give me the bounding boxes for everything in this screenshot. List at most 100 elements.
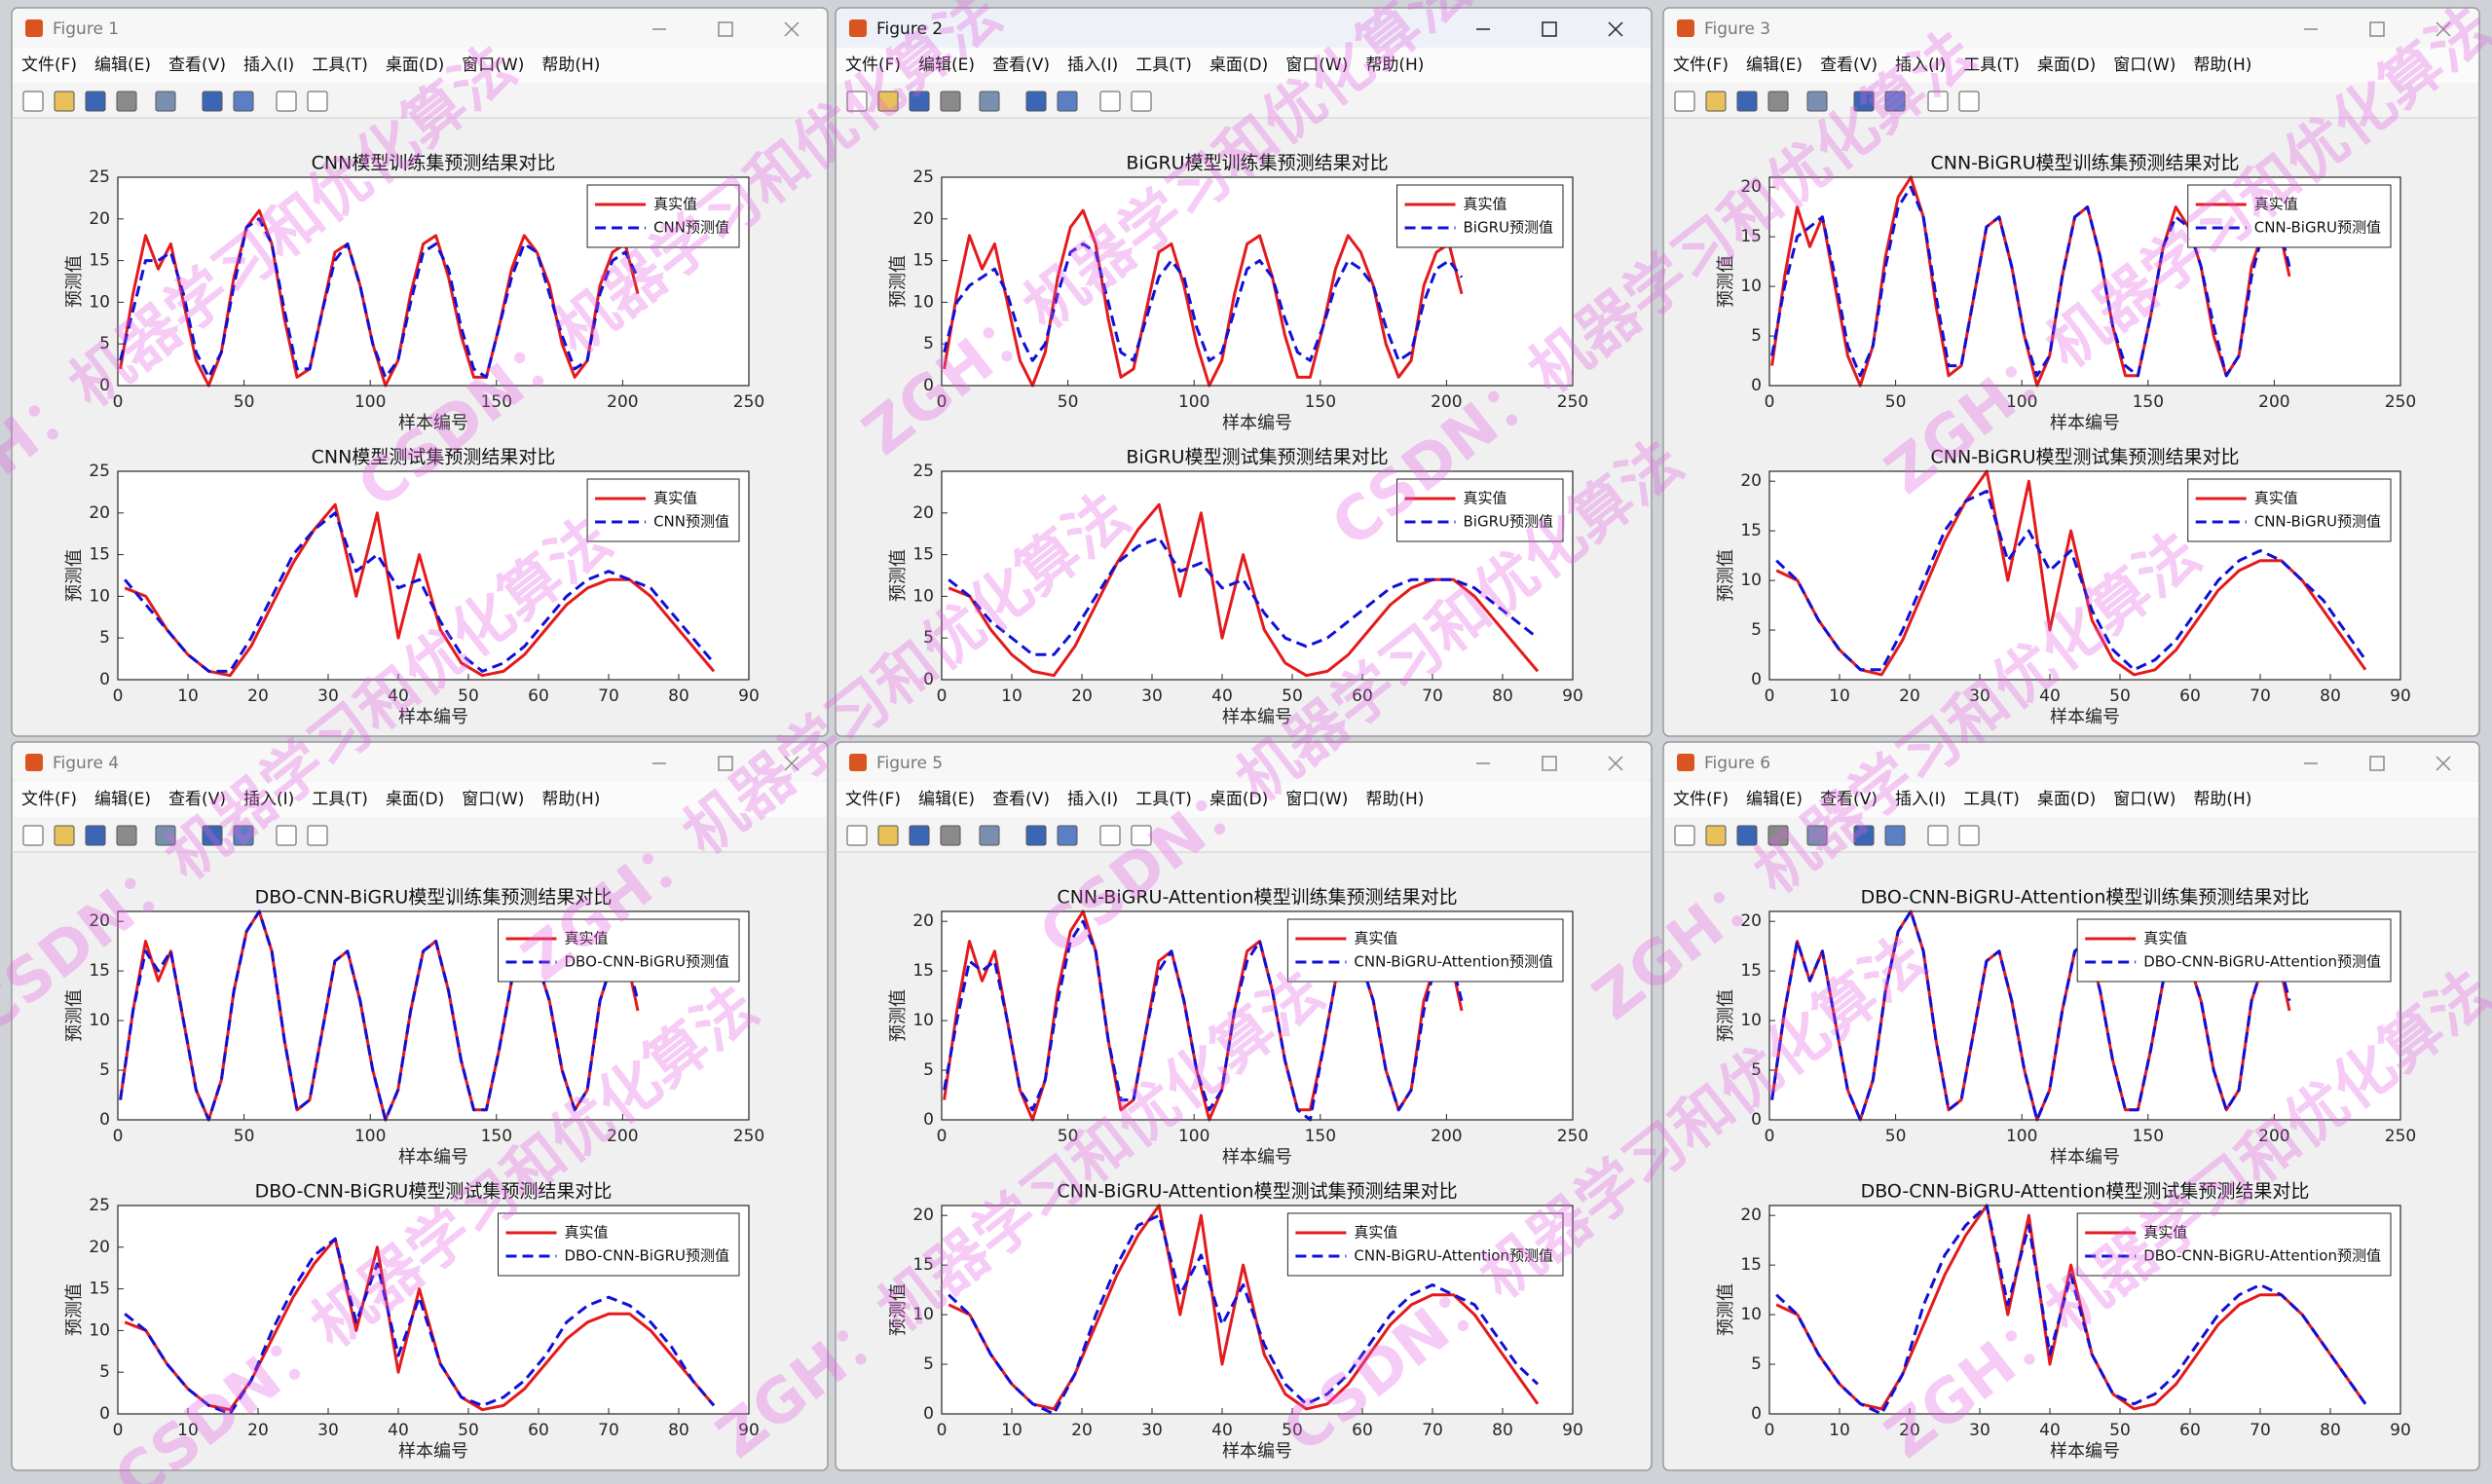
figure-window[interactable]: Figure 4 文件(F) 编辑(E) 查看(V) 插入(I) 工具(T) 桌面(D) 窗口… (11, 741, 829, 1471)
menu-item[interactable]: 帮助(H) (541, 56, 600, 75)
menu-item[interactable]: 编辑(E) (94, 790, 151, 809)
menu-item[interactable]: 桌面(D) (386, 790, 444, 809)
menu-item[interactable]: 帮助(H) (541, 790, 600, 809)
toolbar-button[interactable] (1736, 825, 1758, 846)
close-button[interactable] (1608, 21, 1623, 37)
toolbar-button[interactable] (1025, 825, 1047, 846)
toolbar-button[interactable] (1853, 91, 1875, 112)
toolbar-button[interactable] (846, 91, 868, 112)
toolbar-button[interactable] (307, 91, 328, 112)
menu-item[interactable]: 编辑(E) (1746, 790, 1803, 809)
toolbar-button[interactable] (1674, 825, 1695, 846)
menu-item[interactable]: 桌面(D) (1209, 790, 1268, 809)
toolbar-button[interactable] (54, 91, 75, 112)
toolbar-button[interactable] (1806, 825, 1828, 846)
toolbar-button[interactable] (276, 91, 297, 112)
toolbar-button[interactable] (1884, 91, 1906, 112)
menu-item[interactable]: 编辑(E) (918, 56, 975, 75)
menu-item[interactable]: 窗口(W) (2113, 790, 2176, 809)
menu-item[interactable]: 查看(V) (1820, 790, 1878, 809)
figure-window[interactable]: Figure 6 文件(F) 编辑(E) 查看(V) 插入(I) 工具(T) 桌面(D) 窗口… (1662, 741, 2480, 1471)
menu-item[interactable]: 查看(V) (168, 56, 226, 75)
menu-item[interactable]: 查看(V) (992, 56, 1050, 75)
maximize-button[interactable] (1542, 756, 1557, 771)
toolbar-button[interactable] (909, 91, 930, 112)
toolbar-button[interactable] (1958, 825, 1980, 846)
menu-item[interactable]: 帮助(H) (1365, 790, 1424, 809)
toolbar-button[interactable] (909, 825, 930, 846)
menu-item[interactable]: 工具(T) (1135, 56, 1192, 75)
toolbar-button[interactable] (979, 825, 1000, 846)
figure-window[interactable]: Figure 3 文件(F) 编辑(E) 查看(V) 插入(I) 工具(T) 桌面(D) 窗口… (1662, 7, 2480, 737)
menu-item[interactable]: 窗口(W) (1285, 790, 1348, 809)
maximize-button[interactable] (718, 756, 733, 771)
toolbar-button[interactable] (1927, 91, 1949, 112)
maximize-button[interactable] (2369, 21, 2385, 37)
menu-item[interactable]: 文件(F) (1673, 790, 1729, 809)
menu-item[interactable]: 桌面(D) (2037, 790, 2096, 809)
menu-item[interactable]: 桌面(D) (1209, 56, 1268, 75)
toolbar-button[interactable] (877, 825, 899, 846)
toolbar-button[interactable] (1705, 825, 1727, 846)
maximize-button[interactable] (1542, 21, 1557, 37)
toolbar-button[interactable] (1057, 825, 1078, 846)
toolbar-button[interactable] (85, 91, 106, 112)
toolbar-button[interactable] (877, 91, 899, 112)
menu-item[interactable]: 编辑(E) (94, 56, 151, 75)
menu-item[interactable]: 工具(T) (312, 790, 368, 809)
toolbar-button[interactable] (1705, 91, 1727, 112)
toolbar-button[interactable] (1853, 825, 1875, 846)
toolbar-button[interactable] (276, 825, 297, 846)
close-button[interactable] (1608, 756, 1623, 771)
close-button[interactable] (2436, 21, 2451, 37)
toolbar-button[interactable] (979, 91, 1000, 112)
toolbar-button[interactable] (1674, 91, 1695, 112)
menu-item[interactable]: 桌面(D) (386, 56, 444, 75)
menu-item[interactable]: 窗口(W) (462, 790, 524, 809)
toolbar-button[interactable] (1131, 825, 1152, 846)
menu-item[interactable]: 工具(T) (1963, 56, 2020, 75)
toolbar-button[interactable] (1131, 91, 1152, 112)
menu-item[interactable]: 工具(T) (1963, 790, 2020, 809)
toolbar-button[interactable] (1806, 91, 1828, 112)
toolbar-button[interactable] (307, 825, 328, 846)
menu-item[interactable]: 窗口(W) (462, 56, 524, 75)
figure-window[interactable]: Figure 2 文件(F) 编辑(E) 查看(V) 插入(I) 工具(T) 桌面(D) 窗口… (835, 7, 1653, 737)
maximize-button[interactable] (2369, 756, 2385, 771)
toolbar-button[interactable] (233, 91, 254, 112)
toolbar-button[interactable] (85, 825, 106, 846)
toolbar-button[interactable] (155, 825, 176, 846)
menu-item[interactable]: 插入(I) (1895, 790, 1946, 809)
menu-item[interactable]: 插入(I) (1067, 790, 1118, 809)
figure-window[interactable]: Figure 1 文件(F) 编辑(E) 查看(V) 插入(I) 工具(T) 桌面(D) 窗口… (11, 7, 829, 737)
menu-item[interactable]: 插入(I) (1067, 56, 1118, 75)
menu-item[interactable]: 工具(T) (312, 56, 368, 75)
maximize-button[interactable] (718, 21, 733, 37)
menu-item[interactable]: 帮助(H) (1365, 56, 1424, 75)
toolbar-button[interactable] (1927, 825, 1949, 846)
toolbar-button[interactable] (1099, 91, 1121, 112)
menu-item[interactable]: 查看(V) (1820, 56, 1878, 75)
toolbar-button[interactable] (1025, 91, 1047, 112)
close-button[interactable] (2436, 756, 2451, 771)
toolbar-button[interactable] (1958, 91, 1980, 112)
toolbar-button[interactable] (1099, 825, 1121, 846)
menu-item[interactable]: 插入(I) (243, 790, 294, 809)
toolbar-button[interactable] (116, 91, 137, 112)
menu-item[interactable]: 文件(F) (845, 56, 901, 75)
menu-item[interactable]: 编辑(E) (918, 790, 975, 809)
toolbar-button[interactable] (1884, 825, 1906, 846)
menu-item[interactable]: 插入(I) (1895, 56, 1946, 75)
menu-item[interactable]: 窗口(W) (2113, 56, 2176, 75)
toolbar-button[interactable] (1767, 825, 1789, 846)
toolbar-button[interactable] (22, 825, 44, 846)
toolbar-button[interactable] (22, 91, 44, 112)
toolbar-button[interactable] (116, 825, 137, 846)
menu-item[interactable]: 帮助(H) (2193, 790, 2251, 809)
menu-item[interactable]: 查看(V) (992, 790, 1050, 809)
menu-item[interactable]: 编辑(E) (1746, 56, 1803, 75)
toolbar-button[interactable] (846, 825, 868, 846)
menu-item[interactable]: 文件(F) (21, 56, 77, 75)
menu-item[interactable]: 桌面(D) (2037, 56, 2096, 75)
toolbar-button[interactable] (54, 825, 75, 846)
